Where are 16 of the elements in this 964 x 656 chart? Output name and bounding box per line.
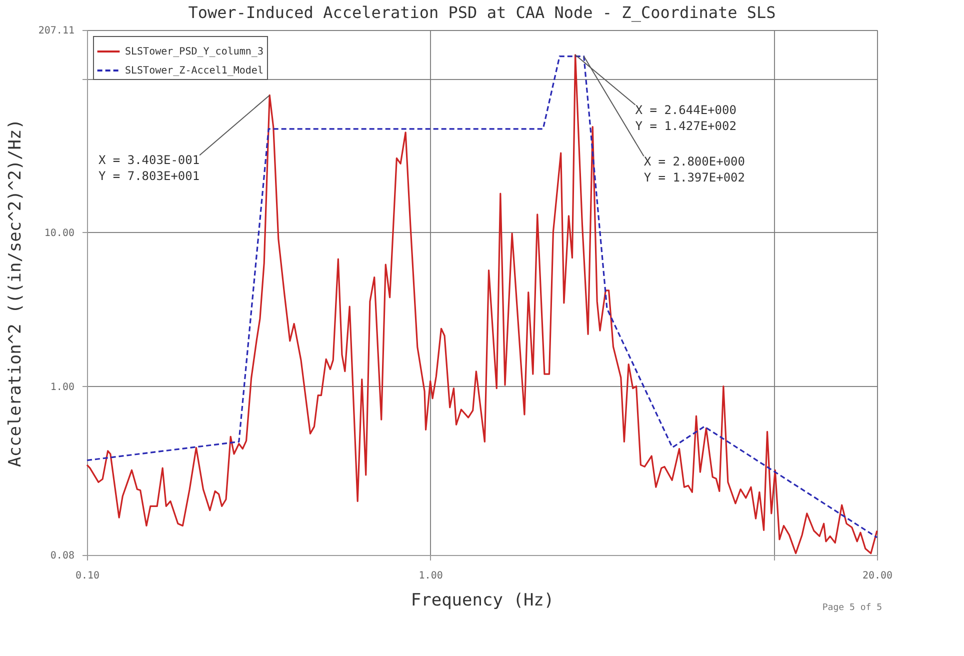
chart-title: Tower-Induced Acceleration PSD at CAA Node - Z_Coordinate SLS: [188, 3, 776, 22]
y-tick-label: 0.08: [50, 550, 74, 562]
y-axis-title: Acceleration^2 (((in/sec^2)^2)/Hz): [5, 119, 26, 467]
text: Page 5 of 5: [822, 603, 882, 613]
y-tick-label: 207.11: [38, 26, 74, 36]
x-tick-label: 20.00: [862, 570, 893, 582]
x-axis-title: Frequency (Hz): [410, 590, 554, 610]
annotation: X = 2.644E+000 Y = 1.427E+002: [635, 102, 736, 133]
annotation: X = 3.403E-001 Y = 7.803E+001: [98, 153, 200, 184]
legend-label: SLSTower_PSD_Y_column_3: [125, 46, 264, 58]
annotation: X = 2.800E+000 Y = 1.397E+002: [644, 154, 745, 184]
x-tick-label: 0.10: [75, 570, 100, 582]
y-tick-label: 1.00: [50, 382, 74, 393]
legend-label: SLSTower_Z-Accel1_Model: [125, 66, 264, 76]
y-tick-label: 10.00: [44, 228, 74, 239]
x-tick-label: 1.00: [418, 570, 443, 582]
